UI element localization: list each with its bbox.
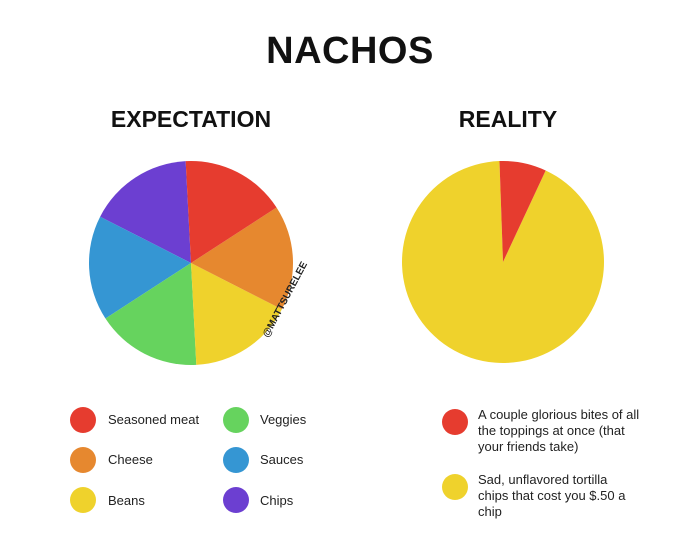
- legend-label-chips: Chips: [260, 493, 294, 508]
- legend-label-seasoned-meat: Seasoned meat: [108, 412, 200, 427]
- pie-slice-veggies: [105, 263, 197, 365]
- legend-label-chips-reality: Sad, unflavored tortilla chips that cost…: [478, 472, 626, 519]
- legend-label-sauces: Sauces: [260, 452, 304, 467]
- pie-slice-cheese: [191, 207, 293, 310]
- legend-label-cheese: Cheese: [108, 452, 153, 467]
- pie-slice-sauces: [89, 216, 191, 319]
- legend-label-beans: Beans: [108, 493, 145, 508]
- expectation-title: EXPECTATION: [110, 106, 272, 132]
- legend-label-veggies: Veggies: [260, 412, 307, 427]
- legend-swatch-beans: [70, 487, 96, 513]
- reality-title: REALITY: [458, 106, 558, 132]
- legend-swatch-chips: [223, 487, 249, 513]
- pie-slice-a-couple-glorious-bites-of-all: [499, 161, 546, 262]
- legend-swatch-cheese: [70, 447, 96, 473]
- pie-slice-seasoned-meat: [185, 161, 277, 263]
- main-title: NACHOS: [266, 30, 434, 72]
- pie-slice-chips: [100, 161, 191, 263]
- legend-label-toppings: A couple glorious bites of all the toppi…: [478, 407, 640, 454]
- legend-swatch-veggies: [223, 407, 249, 433]
- pie-slice-beans: [191, 263, 282, 365]
- legend-swatch-sauces: [223, 447, 249, 473]
- legend-swatch-seasoned-meat: [70, 407, 96, 433]
- legend-swatch-toppings: [442, 409, 468, 435]
- legend-swatch-chips-reality: [442, 474, 468, 500]
- pie-slice-sad-unflavored-tortilla-chips-: [401, 161, 604, 363]
